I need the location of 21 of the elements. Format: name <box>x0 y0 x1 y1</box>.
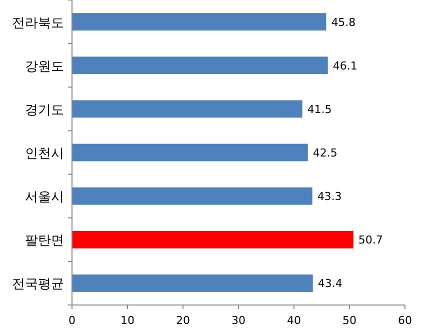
y-tick-label: 서울시 <box>25 190 64 206</box>
x-tick-label: 60 <box>398 314 412 327</box>
y-tick-label: 전라북도 <box>12 16 64 31</box>
y-tick-label: 강원도 <box>25 59 64 74</box>
y-tick-label: 전국평균 <box>12 277 64 292</box>
x-tick-label: 50 <box>342 314 356 327</box>
x-tick-label: 20 <box>176 314 190 327</box>
data-label: 43.4 <box>318 277 342 290</box>
y-tick-label: 인천시 <box>25 146 64 162</box>
y-tick-label: 팔탄면 <box>25 234 64 249</box>
x-tick-label: 40 <box>287 314 301 327</box>
data-label: 46.1 <box>332 59 358 72</box>
data-label: 41.5 <box>307 102 332 116</box>
data-label: 43.3 <box>317 190 342 204</box>
x-tick-label: 10 <box>120 314 134 327</box>
data-label: 42.5 <box>312 146 338 160</box>
x-tick-label: 30 <box>232 314 246 327</box>
x-tick-label: 0 <box>68 314 76 327</box>
data-label: 45.8 <box>331 16 356 29</box>
y-tick-label: 경기도 <box>25 102 64 118</box>
data-label: 50.7 <box>358 234 383 247</box>
